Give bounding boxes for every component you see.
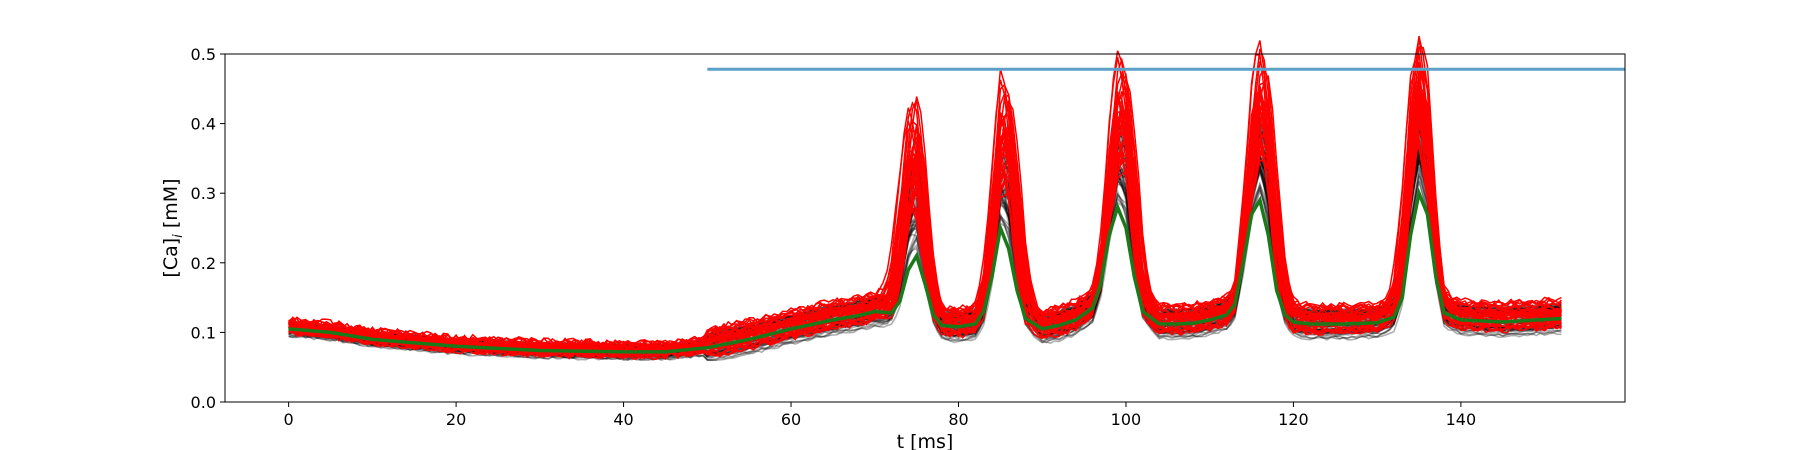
y-tick-label: 0.0 — [191, 393, 216, 412]
y-axis-ticks: 0.0 0.1 0.2 0.3 0.4 0.5 — [191, 45, 225, 412]
ensemble-red-trace — [288, 90, 1562, 361]
x-tick-label: 60 — [781, 410, 801, 429]
ensemble-red-traces — [288, 35, 1563, 361]
ensemble-red-trace — [288, 54, 1562, 351]
x-tick-label: 80 — [948, 410, 968, 429]
y-axis-label-main: [Ca] — [160, 238, 182, 278]
y-tick-label: 0.3 — [191, 184, 216, 203]
mean-trace — [288, 187, 1562, 354]
ensemble-red-trace — [288, 139, 1562, 361]
y-tick-label: 0.2 — [191, 254, 216, 273]
x-tick-label: 20 — [446, 410, 466, 429]
x-tick-label: 140 — [1446, 410, 1477, 429]
plot-frame — [224, 53, 1626, 403]
y-axis-label-subscript: i — [171, 234, 186, 238]
x-tick-label: 100 — [1111, 410, 1142, 429]
mean-trace-layer — [288, 187, 1562, 354]
x-axis-ticks: 0 20 40 60 80 100 120 140 — [284, 402, 1477, 429]
x-tick-label: 0 — [284, 410, 294, 429]
y-axis-label-unit: [mM] — [160, 178, 182, 234]
x-axis-label: t [ms] — [897, 431, 954, 450]
x-tick-label: 120 — [1278, 410, 1309, 429]
y-tick-label: 0.4 — [191, 115, 216, 134]
y-tick-label: 0.1 — [191, 323, 216, 342]
ensemble-red-trace — [288, 111, 1562, 353]
y-tick-label: 0.5 — [191, 45, 216, 64]
x-tick-label: 40 — [613, 410, 633, 429]
y-axis-label: [Ca]i [mM] — [160, 178, 186, 277]
